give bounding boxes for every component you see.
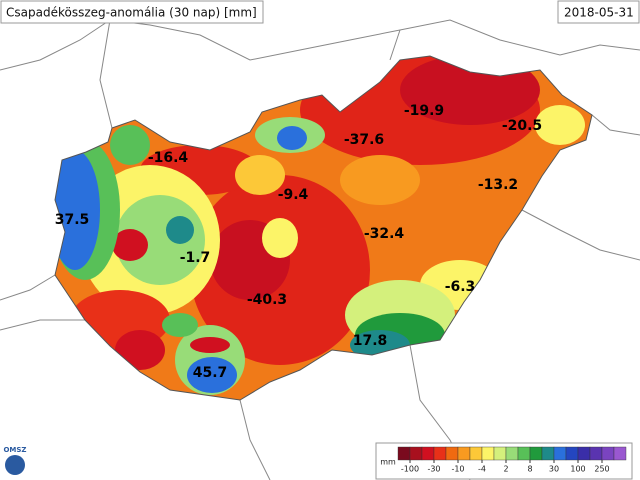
legend-unit: mm [380, 458, 396, 467]
value-label: 37.5 [55, 212, 90, 228]
value-label: 45.7 [193, 365, 228, 381]
logo-text: OMSZ [3, 446, 26, 454]
value-label: -40.3 [247, 292, 287, 308]
legend-swatch [589, 446, 603, 461]
legend-swatch [409, 446, 423, 461]
date-box [557, 0, 640, 24]
map-date: 2018-05-31 [564, 6, 634, 20]
legend-swatch [481, 446, 495, 461]
country-border [54, 55, 593, 401]
logo-mark [5, 455, 25, 475]
legend-tick-label: 30 [549, 465, 559, 474]
legend-tick-label: 2 [503, 465, 508, 474]
legend-tick-label: -10 [451, 465, 464, 474]
legend-swatch [505, 446, 519, 461]
legend-swatch [565, 446, 579, 461]
title-box [0, 0, 264, 24]
value-label: -6.3 [445, 279, 476, 295]
borders [0, 19, 640, 480]
legend-tick-label: 100 [570, 465, 585, 474]
value-label: -1.7 [180, 250, 211, 266]
legend-swatch [541, 446, 555, 461]
value-label: -9.4 [278, 187, 309, 203]
legend-swatch [493, 446, 507, 461]
value-label: -37.6 [344, 132, 384, 148]
legend-tick-label: -100 [401, 465, 419, 474]
value-label: 17.8 [353, 333, 388, 349]
legend-swatch [601, 446, 615, 461]
legend-swatch [397, 446, 411, 461]
legend-swatch [469, 446, 483, 461]
legend-tick-label: 8 [527, 465, 532, 474]
legend-swatch [613, 446, 627, 461]
value-label: -16.4 [148, 150, 189, 166]
legend-swatch [445, 446, 459, 461]
map-title: Csapadékösszeg-anomália (30 nap) [mm] [6, 6, 257, 20]
legend-swatch [553, 446, 567, 461]
value-label: -13.2 [478, 177, 518, 193]
legend-tick-label: -30 [427, 465, 440, 474]
legend-tick-label: -4 [478, 465, 486, 474]
legend-tick-label: 250 [594, 465, 609, 474]
value-label: -20.5 [502, 118, 542, 134]
legend-swatch [433, 446, 447, 461]
value-label: -32.4 [364, 226, 405, 242]
legend-swatch [457, 446, 471, 461]
value-label: -19.9 [404, 103, 444, 119]
legend: -100 -30 -10 -4 2 8 30 100 250 [397, 446, 627, 474]
legend-swatch [421, 446, 435, 461]
legend-swatch [517, 446, 531, 461]
legend-swatch [577, 446, 591, 461]
legend-swatch [529, 446, 543, 461]
value-labels: -16.4 37.5 -1.7 45.7 -40.3 17.8 -9.4 -37… [55, 103, 542, 381]
